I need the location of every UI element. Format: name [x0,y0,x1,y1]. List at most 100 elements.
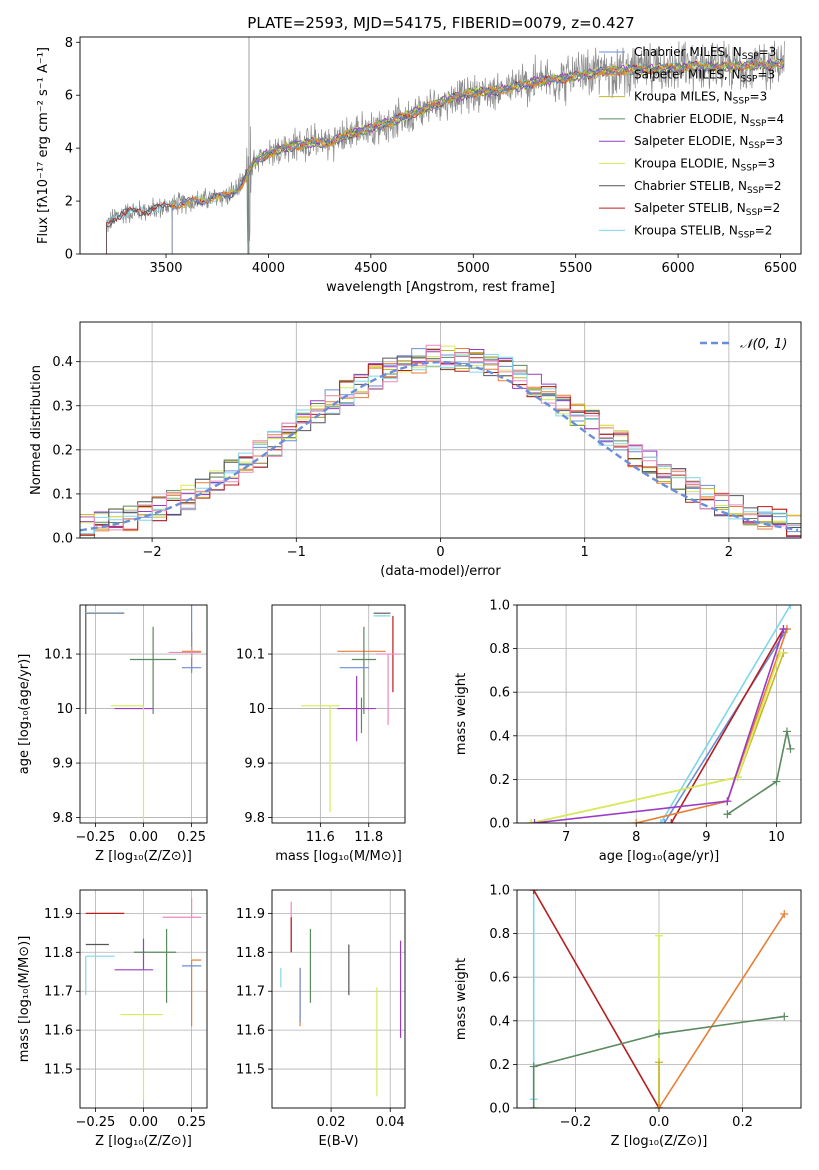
age_vs_mass-axes: 11.6 11.8 9.8 9.9 10 10.1 mass [log₁₀(M/M⊙)] [236,605,405,864]
legend-label: Kroupa ELODIE, NSSP=3 [634,157,775,174]
plus-marker [782,727,791,736]
model-spectrum-salpeter_elodie [247,57,785,254]
plus-marker [530,819,539,823]
plus-marker [632,819,641,823]
legend-label: Salpeter ELODIE, NSSP=3 [634,134,783,151]
x-tick-label: 0.25 [177,830,206,845]
x-tick-label: 7 [562,830,570,845]
x-tick-label: 0.2 [732,1115,753,1130]
y-tick-label: 1.0 [489,884,510,899]
data-point-chabrier_elodie [130,626,177,714]
y-tick-label: 0.1 [52,487,73,502]
x-tick-label: 4500 [354,261,387,276]
x-tick-label: 2 [725,545,733,560]
series-line [658,913,785,1108]
series-line [670,628,785,823]
plus-marker [527,819,536,823]
y-tick-label: 0.8 [489,642,510,657]
series-line [533,890,660,1108]
y-tick-label: 0.2 [489,773,510,788]
y-tick-label: 11.7 [236,985,265,1000]
data-point-kroupa_stelib [85,955,115,996]
series-line [660,605,792,823]
x-tick-label: 0.0 [649,1115,670,1130]
plus-marker [780,1012,789,1021]
y-tick-label: 11.9 [236,907,265,922]
y-axis-label: Flux [fλ10⁻¹⁷ erg cm⁻² s⁻¹ A⁻¹] [36,47,51,244]
x-axis-label: mass [log₁₀(M/M⊙)] [275,849,402,864]
x-tick-label: 11.6 [306,830,335,845]
y-tick-label: 0.2 [489,1058,510,1073]
y-tick-label: 10.1 [44,648,73,663]
mass_vs_Z-frame [79,889,208,1109]
y-tick-label: 0.4 [52,355,73,370]
y-tick-label: 11.7 [44,985,73,1000]
series-kroupa_elodie [527,648,784,823]
y-tick-label: 10 [56,702,73,717]
age_vs_Z-frame [79,604,208,824]
y-axis-label: Normed distribution [29,365,44,495]
legend-label: Kroupa MILES, NSSP=3 [634,90,767,107]
y-tick-label: 2 [65,195,73,210]
plus-marker [786,605,795,609]
y-tick-label: 11.6 [236,1024,265,1039]
y-tick-label: 0.8 [489,927,510,942]
x-axis-label: E(B-V) [318,1134,358,1149]
y-axis-label: mass weight [454,958,469,1040]
y-axis-label: mass [log₁₀(M/M⊙)] [17,936,32,1063]
legend-label: Chabrier ELODIE, NSSP=4 [634,112,784,129]
x-tick-label: 10 [768,830,785,845]
x-tick-label: −1 [287,545,306,560]
plus-marker [655,931,663,940]
y-tick-label: 0 [65,248,73,263]
y-tick-label: 9.8 [52,811,73,826]
model-spectrum-chabrier_elodie [247,59,785,254]
y-tick-label: 0.0 [52,532,73,547]
series-line [663,628,788,823]
y-axis-label: mass weight [454,673,469,755]
mass_vs_ebv-axes: 0.02 0.04 11.5 11.6 11.7 11.8 11.9 E(B-V) [236,890,405,1149]
figure-title: PLATE=2593, MJD=54175, FIBERID=0079, z=0… [247,14,634,32]
data-point-chabrier_miles [181,605,202,674]
y-tick-label: 0.4 [489,1014,510,1029]
plus-marker [655,1029,663,1038]
mass_weight_vs_Z-axes: −0.2 0.0 0.2 0.0 0.2 0.4 0.6 0.8 1.0 Z [log₁₀(Z/Z… [454,884,801,1149]
legend-label: Kroupa STELIB, NSSP=2 [634,223,772,240]
data-point-kroupa_elodie [301,705,340,813]
data-point-chabrier_elodie [351,626,376,714]
series-chabrier_elodie [723,727,795,819]
series-kroupa_stelib [656,605,795,823]
x-tick-label: 6500 [764,261,797,276]
plus-marker [723,797,732,806]
series-salpeter_miles [632,624,791,823]
series-line [532,1015,785,1108]
series-salpeter_miles [655,909,789,1108]
data-point-kroupa_elodie [120,1013,163,1101]
y-tick-label: 10 [248,702,265,717]
y-tick-label: 0.0 [489,817,510,832]
plus-marker [723,810,732,819]
x-tick-label: 0.04 [376,1115,405,1130]
legend-label: Salpeter MILES, NSSP=3 [634,67,775,84]
y-tick-label: 0.4 [489,729,510,744]
x-axis-label: Z [log₁₀(Z/Z⊙)] [95,849,192,864]
age_vs_mass-frame [271,604,406,824]
x-tick-label: −0.25 [75,1115,115,1130]
y-tick-label: 11.9 [44,907,73,922]
plus-marker [655,1058,663,1067]
y-tick-label: 0.3 [52,399,73,414]
x-axis-label: Z [log₁₀(Z/Z⊙)] [611,1134,708,1149]
y-tick-label: 11.5 [44,1063,73,1078]
data-point-pink [168,646,202,658]
x-tick-label: −2 [143,545,162,560]
series-line [726,731,792,815]
y-tick-label: 11.8 [236,946,265,961]
x-tick-label: 0.00 [129,830,158,845]
series-chabrier_miles [660,624,791,823]
plus-marker [786,744,795,753]
series-chabrier_elodie [529,1012,789,1108]
y-tick-label: 8 [65,36,73,51]
plus-marker [667,819,676,823]
spectrum-frame [79,36,802,255]
